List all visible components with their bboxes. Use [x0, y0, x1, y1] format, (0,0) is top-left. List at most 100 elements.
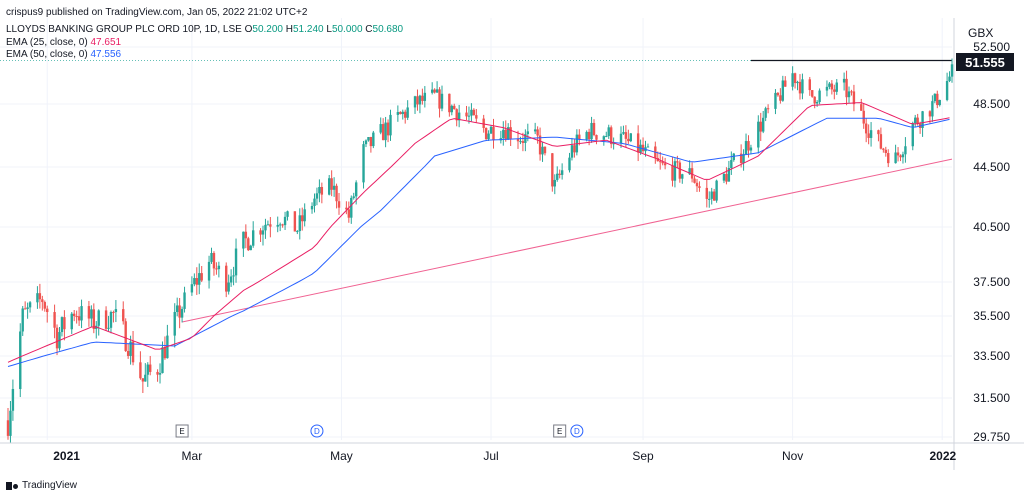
- candle-body: [506, 127, 510, 140]
- trendline-layer: [181, 59, 953, 323]
- price-tick-label: 37.500: [973, 275, 1010, 289]
- price-tick-label: 52.500: [973, 40, 1010, 54]
- candle-body: [401, 111, 404, 115]
- candle-body: [578, 134, 581, 140]
- candle-body: [298, 215, 301, 232]
- candle-body: [296, 231, 299, 233]
- candle-body: [475, 115, 478, 119]
- candle-body: [198, 273, 201, 285]
- candle-body: [354, 182, 358, 197]
- candle-body: [825, 86, 829, 91]
- candle-body: [247, 238, 250, 251]
- candle-body: [11, 389, 15, 411]
- candle-body: [587, 131, 591, 140]
- candle-body: [673, 161, 677, 181]
- candle-body: [609, 127, 613, 145]
- candle-body: [36, 293, 39, 303]
- candle-body: [440, 93, 444, 109]
- candle-body: [384, 122, 387, 141]
- candle-body: [23, 308, 27, 310]
- candle-body: [28, 302, 32, 308]
- ema50-legend[interactable]: EMA (50, close, 0) 47.556: [6, 49, 121, 60]
- candle-body: [916, 117, 919, 124]
- candle-body: [195, 278, 198, 285]
- candle-body: [126, 351, 130, 356]
- candle-body: [406, 107, 409, 118]
- candle-body: [742, 154, 745, 163]
- published-line: crispus9 published on TradingView.com, J…: [6, 7, 307, 18]
- candle-body: [847, 91, 851, 98]
- ohlc-h: H51.240: [283, 24, 324, 35]
- candle-body: [766, 108, 770, 110]
- candle-body: [465, 112, 468, 117]
- candle-body: [183, 292, 186, 309]
- candle-body: [560, 170, 564, 175]
- candle-body: [504, 129, 507, 140]
- ema25-legend[interactable]: EMA (25, close, 0) 47.651: [6, 37, 121, 48]
- candle-body: [242, 231, 245, 249]
- candle-body: [381, 124, 385, 141]
- candle-body: [744, 141, 748, 155]
- currency-label[interactable]: GBX: [968, 26, 994, 40]
- candle-body: [435, 89, 439, 93]
- candle-body: [63, 317, 66, 330]
- candle-body: [509, 127, 512, 139]
- symbol-text: LLOYDS BANKING GROUP PLC ORD 10P, 1D, LS…: [6, 24, 242, 35]
- candle-body: [678, 162, 682, 179]
- candle-body: [727, 168, 731, 182]
- candle-body: [470, 109, 473, 116]
- candle-body: [369, 137, 373, 147]
- ohlc-l: L50.000: [323, 24, 363, 35]
- candle-body: [813, 96, 816, 104]
- candle-body: [200, 273, 203, 281]
- candle-body: [607, 127, 610, 137]
- candle-body: [938, 99, 941, 106]
- candle-body: [345, 207, 348, 210]
- candle-body: [781, 80, 785, 101]
- candle-body: [676, 161, 679, 163]
- candle-body: [107, 327, 110, 329]
- candle-body: [310, 205, 314, 210]
- candle-body: [796, 81, 799, 84]
- candle-body: [276, 224, 279, 227]
- ema25-value: 47.651: [90, 37, 122, 48]
- ema50-label: EMA (50, close, 0): [6, 49, 88, 60]
- support-trendline: [181, 158, 953, 323]
- candle-body: [945, 80, 949, 100]
- candle-body: [26, 307, 29, 309]
- candle-body: [558, 173, 561, 175]
- candle-body: [38, 293, 42, 300]
- candle-body: [112, 311, 115, 313]
- candle-body: [568, 157, 571, 171]
- candle-body: [244, 231, 248, 239]
- candle-body: [899, 155, 902, 158]
- marker-label: E: [557, 427, 562, 436]
- marker-label: D: [314, 427, 320, 436]
- candle-body: [139, 362, 142, 379]
- candle-body: [818, 90, 821, 103]
- candle-body: [266, 224, 270, 226]
- candle-body: [526, 131, 530, 135]
- candle-body: [928, 111, 932, 117]
- candle-body: [212, 253, 216, 269]
- candle-body: [259, 230, 262, 235]
- price-axis: 52.500 48.500 44.500 40.500 37.500 35.500 33.5…: [953, 18, 1010, 470]
- candle-body: [774, 92, 777, 109]
- candle-body: [301, 215, 304, 222]
- candle-body: [21, 308, 24, 332]
- candle-body: [180, 308, 184, 318]
- candle-body: [784, 80, 787, 87]
- candle-body: [190, 284, 194, 293]
- candle-body: [693, 178, 696, 183]
- candle-body: [502, 129, 505, 139]
- candle-body: [489, 126, 493, 134]
- candle-body: [386, 122, 390, 136]
- candle-body: [791, 73, 794, 87]
- candle-body: [173, 311, 176, 336]
- candle-body: [350, 197, 353, 218]
- last-price-tag: 51.555: [956, 53, 1014, 71]
- candle-body: [217, 265, 221, 270]
- candle-body: [372, 132, 375, 147]
- candle-body: [396, 112, 400, 115]
